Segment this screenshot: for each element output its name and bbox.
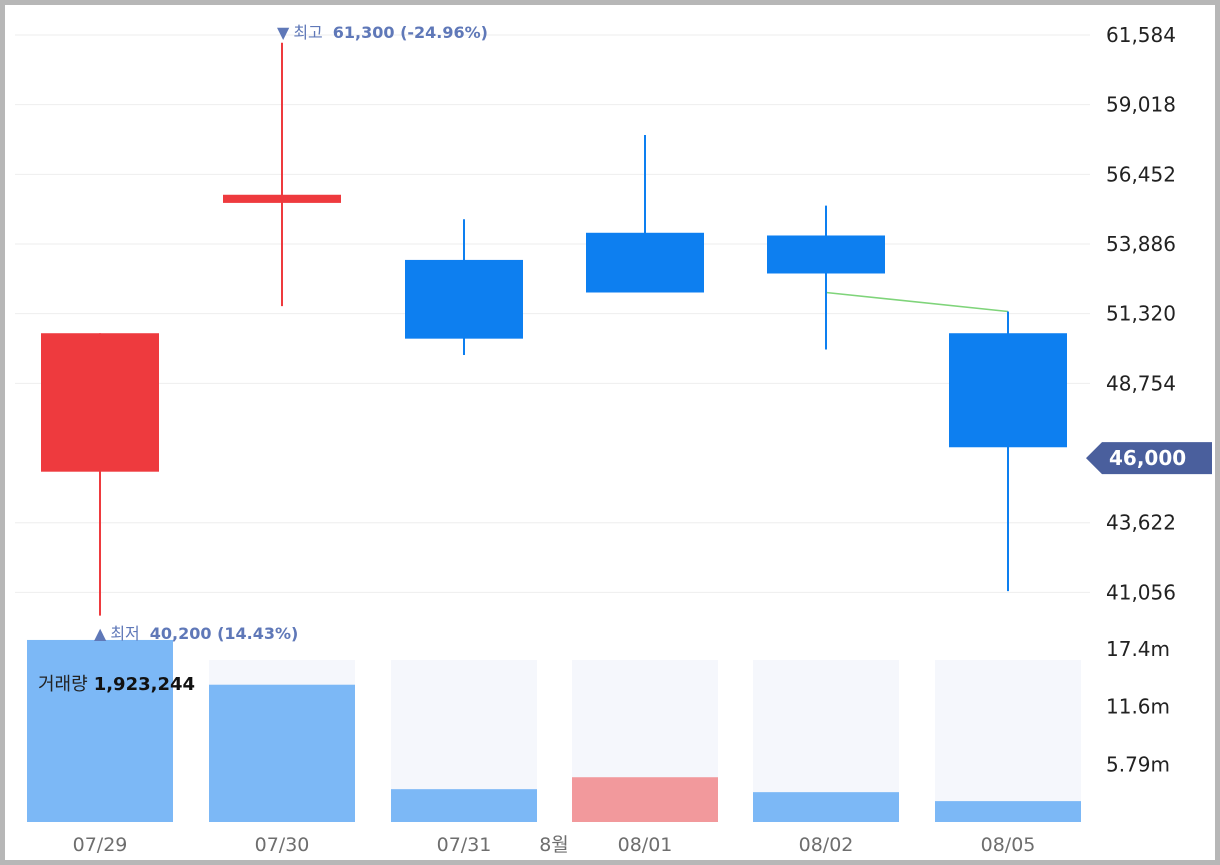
x-tick-label: 08/02 — [799, 834, 854, 856]
moving-average-line — [825, 291, 1009, 313]
candle-body — [949, 333, 1067, 448]
candle-body — [586, 232, 704, 293]
price-axis: 61,584 59,018 56,452 53,886 51,320 48,754 43,6… — [1106, 23, 1176, 604]
candle — [223, 42, 341, 307]
y-tick-label: 48,754 — [1106, 371, 1176, 395]
volume-legend: 거래량 1,923,244 — [38, 674, 195, 695]
volume-bar — [27, 639, 173, 822]
high-marker: ▼ — [277, 23, 290, 42]
x-tick-label: 07/31 — [437, 834, 492, 856]
high-annotation: ▼ 최고 61,300 (-24.96%) — [277, 23, 488, 42]
current-price-tag-shape — [1086, 442, 1212, 475]
y-tick-label: 41,056 — [1106, 580, 1176, 604]
month-marker: 8월 — [539, 834, 569, 856]
high-label: 최고 — [293, 23, 322, 42]
low-value: 40,200 (14.43%) — [150, 624, 299, 643]
x-tick-label: 08/01 — [618, 834, 673, 856]
y-tick-label: 56,452 — [1106, 162, 1176, 186]
y-tick-label: 51,320 — [1106, 302, 1176, 326]
candle — [767, 205, 885, 350]
candle-body — [767, 235, 885, 274]
volume-axis: 17.4m 11.6m 5.79m — [1106, 637, 1170, 776]
y-tick-label: 43,622 — [1106, 511, 1176, 535]
volume-bar — [572, 777, 718, 822]
high-value: 61,300 (-24.96%) — [333, 23, 488, 42]
moving-average — [825, 291, 1009, 313]
x-tick-label: 07/29 — [73, 834, 128, 856]
candle-body — [223, 194, 341, 203]
y-tick-label: 53,886 — [1106, 232, 1176, 256]
candle — [405, 219, 523, 355]
date-axis: 07/29 07/30 07/31 08/01 08/02 08/05 8월 — [73, 834, 1036, 856]
current-price-tag: 46,000 — [1086, 442, 1212, 475]
volume-current-value: 1,923,244 — [94, 674, 195, 695]
x-tick-label: 08/05 — [981, 834, 1036, 856]
volume-tick-label: 11.6m — [1106, 695, 1170, 719]
volume-tick-label: 17.4m — [1106, 637, 1170, 661]
low-label: 최저 — [110, 624, 139, 643]
volume-bar — [935, 801, 1081, 822]
y-tick-label: 61,584 — [1106, 23, 1176, 47]
current-price-label: 46,000 — [1109, 446, 1186, 470]
low-marker: ▲ — [94, 624, 107, 643]
volume-tick-label: 5.79m — [1106, 752, 1170, 776]
y-tick-label: 59,018 — [1106, 93, 1176, 117]
volume-slot — [935, 660, 1081, 822]
x-tick-label: 07/30 — [255, 834, 310, 856]
price-grid — [15, 34, 1090, 593]
volume-title: 거래량 — [38, 674, 88, 695]
volume-bar — [391, 789, 537, 822]
candle — [41, 333, 159, 616]
candle — [586, 135, 704, 293]
low-annotation: ▲ 최저 40,200 (14.43%) — [94, 624, 298, 643]
volume-bars — [27, 639, 1081, 822]
volume-bar — [753, 792, 899, 822]
candles — [41, 42, 1067, 616]
candle — [949, 311, 1067, 592]
volume-bar — [209, 684, 355, 822]
candle-body — [41, 333, 159, 472]
candle-body — [405, 259, 523, 339]
